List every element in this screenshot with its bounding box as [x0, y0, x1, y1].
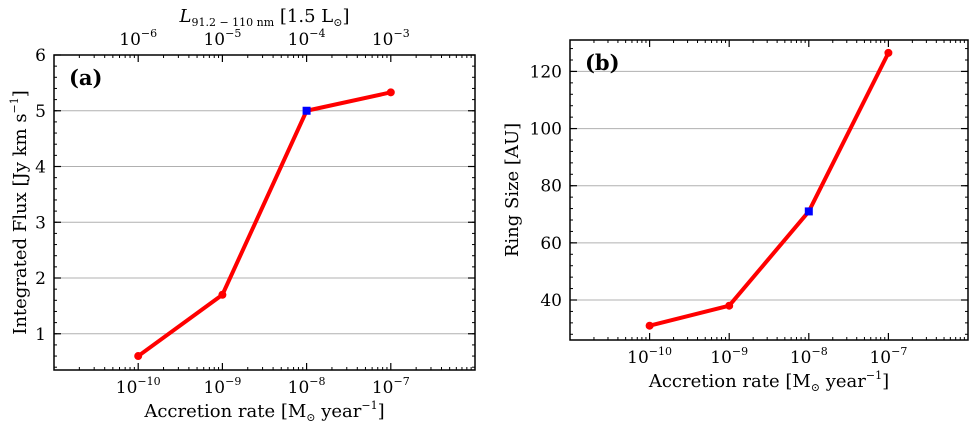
x-tick-label: 10−7: [869, 345, 907, 368]
y-axis-label: Integrated Flux [Jy km s−1]: [8, 90, 31, 335]
plot-frame: [53, 54, 476, 371]
y-tick-label: 5: [35, 102, 46, 122]
series-line: [137, 90, 392, 358]
y-tick-label: 4: [35, 158, 46, 178]
data-point: [645, 321, 654, 330]
y-tick-label: 60: [540, 234, 562, 254]
data-point-highlight: [302, 106, 311, 115]
data-point: [134, 352, 143, 361]
top-axis-label: L91.2 − 110 nm [1.5 L⊙]: [179, 6, 350, 29]
y-tick-label: 6: [35, 46, 46, 66]
y-tick-label: 80: [540, 177, 562, 197]
x-tick-label: 10−9: [710, 345, 748, 368]
top-tick-label: 10−5: [203, 27, 241, 50]
x-tick-label: 10−10: [116, 375, 161, 398]
plot-frame: [569, 39, 969, 341]
y-tick-label: 2: [35, 269, 46, 289]
data-point: [386, 88, 395, 97]
data-point: [218, 290, 227, 299]
x-tick-label: 10−8: [790, 345, 828, 368]
top-tick-label: 10−6: [119, 27, 157, 50]
x-tick-label: 10−10: [627, 345, 672, 368]
panel-b: 10−10 10−9 10−8 10−7 40 60 80 100 120 Accretion r…: [502, 39, 969, 394]
panel-label: (b): [585, 50, 620, 75]
x-axis-label: Accretion rate [M⊙ year−1]: [648, 369, 889, 394]
data-point: [884, 48, 893, 57]
panel-a: 10−10 10−9 10−8 10−7 1 2 3 4 5 6 Accretion rate [M…: [8, 6, 476, 424]
x-tick-label: 10−8: [288, 375, 326, 398]
x-axis-label: Accretion rate [M⊙ year−1]: [143, 399, 384, 424]
top-tick-label: 10−4: [288, 27, 326, 50]
y-tick-label: 120: [530, 62, 562, 82]
y-tick-label: 3: [35, 213, 46, 233]
y-tick-label: 40: [540, 291, 562, 311]
data-point-highlight: [804, 207, 813, 216]
y-axis-label: Ring Size [AU]: [502, 123, 523, 257]
x-tick-label: 10−7: [372, 375, 410, 398]
top-tick-label: 10−3: [372, 27, 410, 50]
x-tick-label: 10−9: [203, 375, 241, 398]
series-line: [649, 51, 891, 328]
panel-label: (a): [69, 65, 102, 90]
data-point: [725, 301, 734, 310]
y-tick-label: 100: [530, 120, 562, 140]
y-tick-label: 1: [35, 325, 46, 345]
